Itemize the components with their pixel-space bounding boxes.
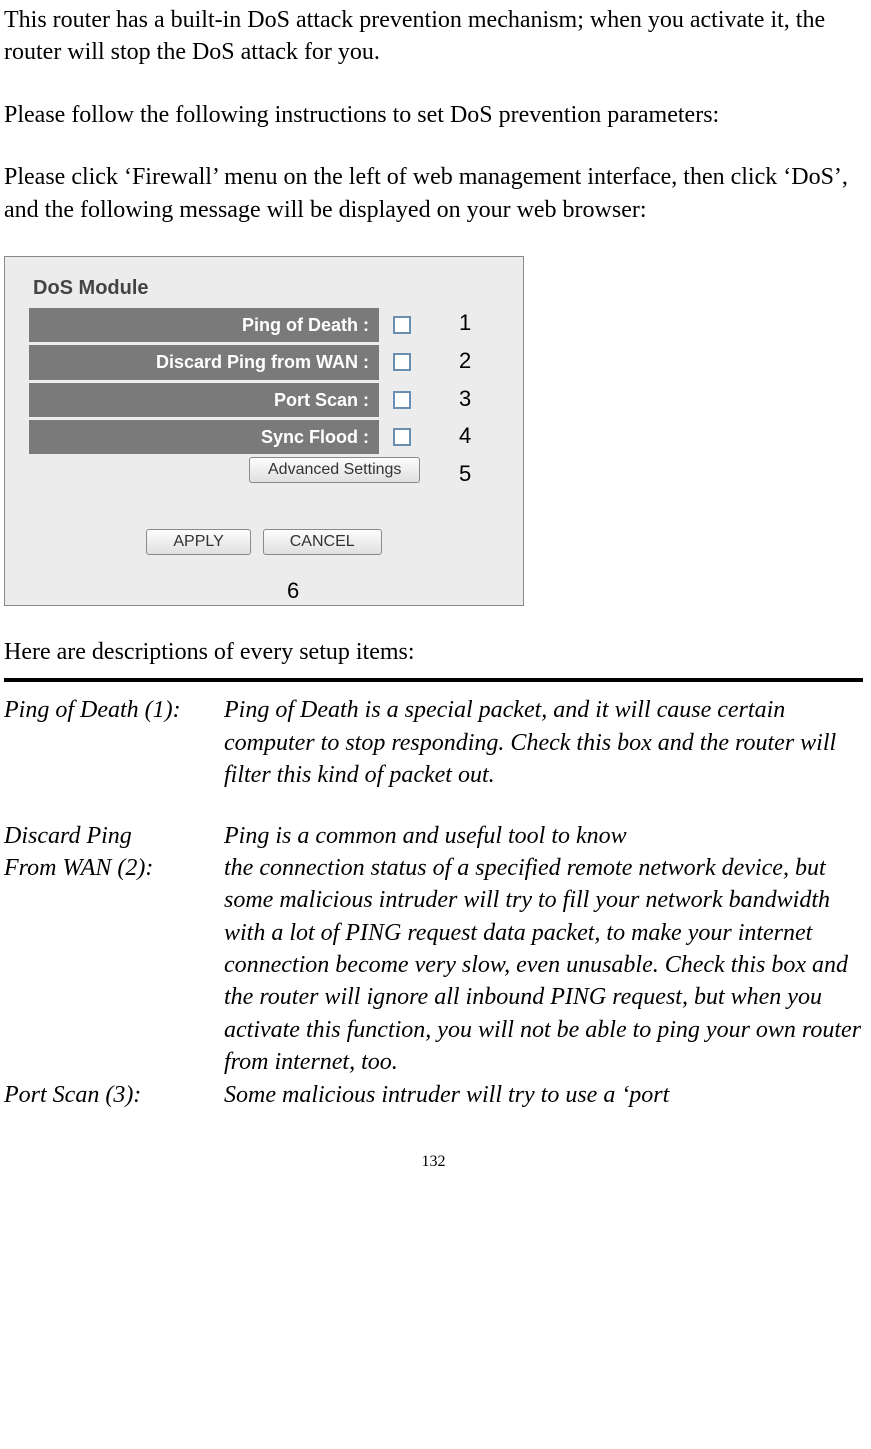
intro-paragraph-3: Please click ‘Firewall’ menu on the left…	[4, 161, 863, 226]
label-discard-ping-wan: Discard Ping from WAN :	[29, 345, 379, 379]
row-ping-of-death: Ping of Death :	[29, 308, 499, 342]
entry-value: Ping is a common and useful tool to know…	[224, 820, 863, 1079]
entry-key-line1: Discard Ping	[4, 820, 224, 852]
entry-value-line1: Ping is a common and useful tool to know	[224, 820, 863, 852]
callout-2: 2	[459, 346, 471, 376]
intro-paragraph-2: Please follow the following instructions…	[4, 99, 863, 131]
apply-button[interactable]: APPLY	[146, 529, 250, 555]
entry-value: Ping of Death is a special packet, and i…	[224, 694, 863, 791]
label-sync-flood: Sync Flood :	[29, 420, 379, 454]
page-number: 132	[4, 1151, 863, 1173]
checkbox-discard-ping-wan[interactable]	[393, 353, 411, 371]
entry-discard-ping: Discard Ping From WAN (2): Ping is a com…	[4, 820, 863, 1079]
callout-5: 5	[459, 459, 471, 489]
descriptions-intro: Here are descriptions of every setup ite…	[4, 636, 863, 668]
checkbox-ping-of-death[interactable]	[393, 316, 411, 334]
callout-3: 3	[459, 384, 471, 414]
checkbox-sync-flood[interactable]	[393, 428, 411, 446]
dos-panel: DoS Module Ping of Death : Discard Ping …	[4, 256, 524, 606]
advanced-settings-button[interactable]: Advanced Settings	[249, 457, 420, 483]
checkbox-port-scan[interactable]	[393, 391, 411, 409]
dos-module-screenshot: DoS Module Ping of Death : Discard Ping …	[4, 256, 524, 606]
label-port-scan: Port Scan :	[29, 383, 379, 417]
entry-ping-of-death: Ping of Death (1): Ping of Death is a sp…	[4, 694, 863, 791]
callout-1: 1	[459, 308, 471, 338]
panel-title: DoS Module	[29, 275, 499, 302]
entry-value-rest: the connection status of a specified rem…	[224, 852, 863, 1079]
cancel-button[interactable]: CANCEL	[263, 529, 382, 555]
callout-6: 6	[287, 576, 299, 606]
entry-key: Discard Ping From WAN (2):	[4, 820, 224, 1079]
entry-key: Port Scan (3):	[4, 1079, 224, 1111]
entry-value: Some malicious intruder will try to use …	[224, 1079, 863, 1111]
intro-paragraph-1: This router has a built-in DoS attack pr…	[4, 4, 863, 69]
entry-key-line2: From WAN (2):	[4, 852, 224, 884]
row-port-scan: Port Scan :	[29, 383, 499, 417]
row-discard-ping-wan: Discard Ping from WAN :	[29, 345, 499, 379]
separator-rule	[4, 678, 863, 682]
label-ping-of-death: Ping of Death :	[29, 308, 379, 342]
entry-key: Ping of Death (1):	[4, 694, 224, 791]
callout-4: 4	[459, 421, 471, 451]
entry-port-scan: Port Scan (3): Some malicious intruder w…	[4, 1079, 863, 1111]
row-sync-flood: Sync Flood :	[29, 420, 499, 454]
